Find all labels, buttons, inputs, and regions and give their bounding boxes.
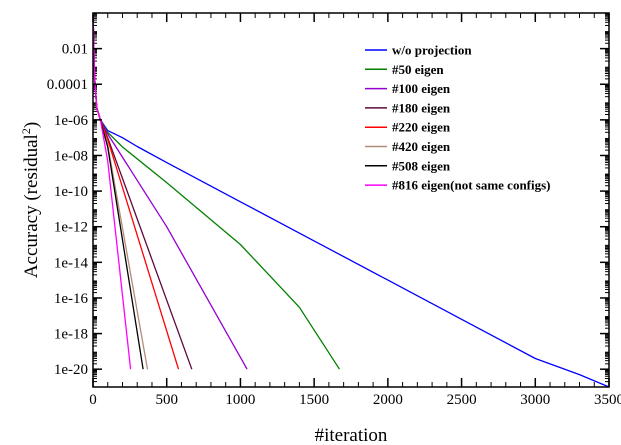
legend-label: #50 eigen (392, 62, 444, 77)
y-tick-label: 0.0001 (47, 77, 88, 93)
y-axis-title-superscript: 2 (19, 128, 33, 134)
y-axis-title: Accuracy (residual2) (19, 122, 42, 278)
series-line-5 (93, 13, 180, 370)
y-tick-label: 1e-16 (54, 291, 89, 307)
x-tick-label: 500 (155, 392, 178, 408)
y-tick-label: 1e-06 (54, 113, 89, 129)
y-tick-label: 1e-08 (54, 148, 88, 164)
legend-label: #508 eigen (392, 158, 451, 173)
legend-label: #816 eigen(not same configs) (392, 178, 551, 193)
y-tick-label: 1e-14 (54, 255, 89, 271)
series-line-1 (93, 13, 609, 387)
x-tick-labels: 0 500 1000 1500 2000 2500 3000 3500 (89, 392, 621, 408)
plot-frame (92, 12, 610, 388)
legend-label: #220 eigen (392, 120, 451, 135)
legend: w/o projection #50 eigen #100 eigen #180 ei… (365, 43, 551, 193)
x-tick-label: 3000 (520, 392, 550, 408)
y-tick-label: 1e-12 (54, 220, 88, 236)
series-line-8 (93, 13, 132, 370)
x-tick-label: 2500 (447, 392, 477, 408)
x-tick-label: 2000 (373, 392, 403, 408)
legend-label: #100 eigen (392, 81, 451, 96)
x-tick-label: 1500 (299, 392, 329, 408)
minor-ticks (93, 13, 609, 387)
major-ticks (92, 13, 610, 387)
x-tick-label: 3500 (594, 392, 621, 408)
y-tick-labels: 0.01 0.0001 1e-06 1e-08 1e-10 1e-12 1e-14 1e-16… (47, 42, 89, 379)
y-axis-title-main: Accuracy (residual (21, 134, 42, 278)
legend-label: w/o projection (392, 43, 472, 58)
x-tick-label: 1000 (225, 392, 255, 408)
y-tick-label: 1e-18 (54, 327, 88, 343)
y-axis-title-close: ) (21, 122, 42, 128)
series-layer (93, 13, 609, 387)
legend-label: #180 eigen (392, 100, 451, 115)
y-tick-label: 1e-20 (54, 362, 88, 378)
x-tick-label: 0 (89, 392, 97, 408)
y-tick-label: 0.01 (62, 42, 88, 58)
legend-label: #420 eigen (392, 139, 451, 154)
x-axis-title: #iteration (315, 425, 388, 445)
y-tick-label: 1e-10 (54, 184, 88, 200)
